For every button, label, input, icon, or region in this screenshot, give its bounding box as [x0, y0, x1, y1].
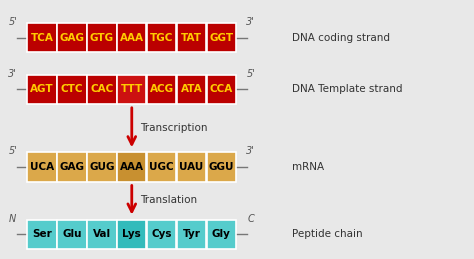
Text: Ser: Ser [32, 229, 52, 239]
Text: 3': 3' [246, 17, 255, 27]
Text: GUG: GUG [89, 162, 115, 172]
FancyBboxPatch shape [177, 75, 206, 104]
FancyBboxPatch shape [207, 152, 236, 182]
Text: Glu: Glu [62, 229, 82, 239]
Text: 3': 3' [9, 69, 17, 78]
FancyBboxPatch shape [27, 152, 57, 182]
FancyBboxPatch shape [117, 220, 146, 249]
Text: UAU: UAU [179, 162, 204, 172]
Text: Lys: Lys [122, 229, 141, 239]
FancyBboxPatch shape [87, 220, 117, 249]
Text: CTC: CTC [61, 84, 83, 94]
FancyBboxPatch shape [87, 23, 117, 52]
Text: TGC: TGC [150, 33, 173, 42]
Text: GGU: GGU [209, 162, 234, 172]
FancyBboxPatch shape [27, 220, 57, 249]
FancyBboxPatch shape [177, 23, 206, 52]
Text: TTT: TTT [121, 84, 143, 94]
FancyBboxPatch shape [147, 75, 176, 104]
Text: CAC: CAC [90, 84, 114, 94]
FancyBboxPatch shape [117, 75, 146, 104]
Text: Tyr: Tyr [182, 229, 201, 239]
FancyBboxPatch shape [57, 152, 87, 182]
Text: UCA: UCA [30, 162, 54, 172]
Text: TCA: TCA [31, 33, 54, 42]
Text: C: C [247, 214, 254, 224]
FancyBboxPatch shape [27, 75, 57, 104]
Text: mRNA: mRNA [292, 162, 324, 172]
Text: Peptide chain: Peptide chain [292, 229, 362, 239]
FancyBboxPatch shape [177, 220, 206, 249]
Text: 5': 5' [246, 69, 255, 78]
Text: Gly: Gly [212, 229, 231, 239]
FancyBboxPatch shape [27, 23, 57, 52]
Text: GAG: GAG [60, 33, 84, 42]
Text: Translation: Translation [140, 195, 198, 205]
FancyBboxPatch shape [57, 220, 87, 249]
FancyBboxPatch shape [57, 23, 87, 52]
FancyBboxPatch shape [147, 152, 176, 182]
FancyBboxPatch shape [177, 152, 206, 182]
FancyBboxPatch shape [207, 220, 236, 249]
Text: TAT: TAT [181, 33, 202, 42]
Text: Val: Val [93, 229, 111, 239]
FancyBboxPatch shape [57, 75, 87, 104]
Text: CCA: CCA [210, 84, 233, 94]
Text: ACG: ACG [150, 84, 173, 94]
Text: AAA: AAA [120, 162, 144, 172]
Text: AAA: AAA [120, 33, 144, 42]
Text: ATA: ATA [181, 84, 202, 94]
Text: DNA Template strand: DNA Template strand [292, 84, 402, 94]
Text: 3': 3' [246, 146, 255, 156]
FancyBboxPatch shape [87, 75, 117, 104]
Text: GTG: GTG [90, 33, 114, 42]
FancyBboxPatch shape [207, 75, 236, 104]
Text: UGC: UGC [149, 162, 174, 172]
Text: Transcription: Transcription [140, 123, 208, 133]
Text: Cys: Cys [151, 229, 172, 239]
Text: 5': 5' [9, 17, 17, 27]
FancyBboxPatch shape [87, 152, 117, 182]
FancyBboxPatch shape [117, 23, 146, 52]
FancyBboxPatch shape [117, 152, 146, 182]
Text: DNA coding strand: DNA coding strand [292, 33, 390, 42]
Text: GGT: GGT [210, 33, 233, 42]
FancyBboxPatch shape [147, 23, 176, 52]
Text: GAG: GAG [60, 162, 84, 172]
Text: 5': 5' [9, 146, 17, 156]
FancyBboxPatch shape [207, 23, 236, 52]
Text: AGT: AGT [30, 84, 54, 94]
FancyBboxPatch shape [147, 220, 176, 249]
Text: N: N [9, 214, 17, 224]
